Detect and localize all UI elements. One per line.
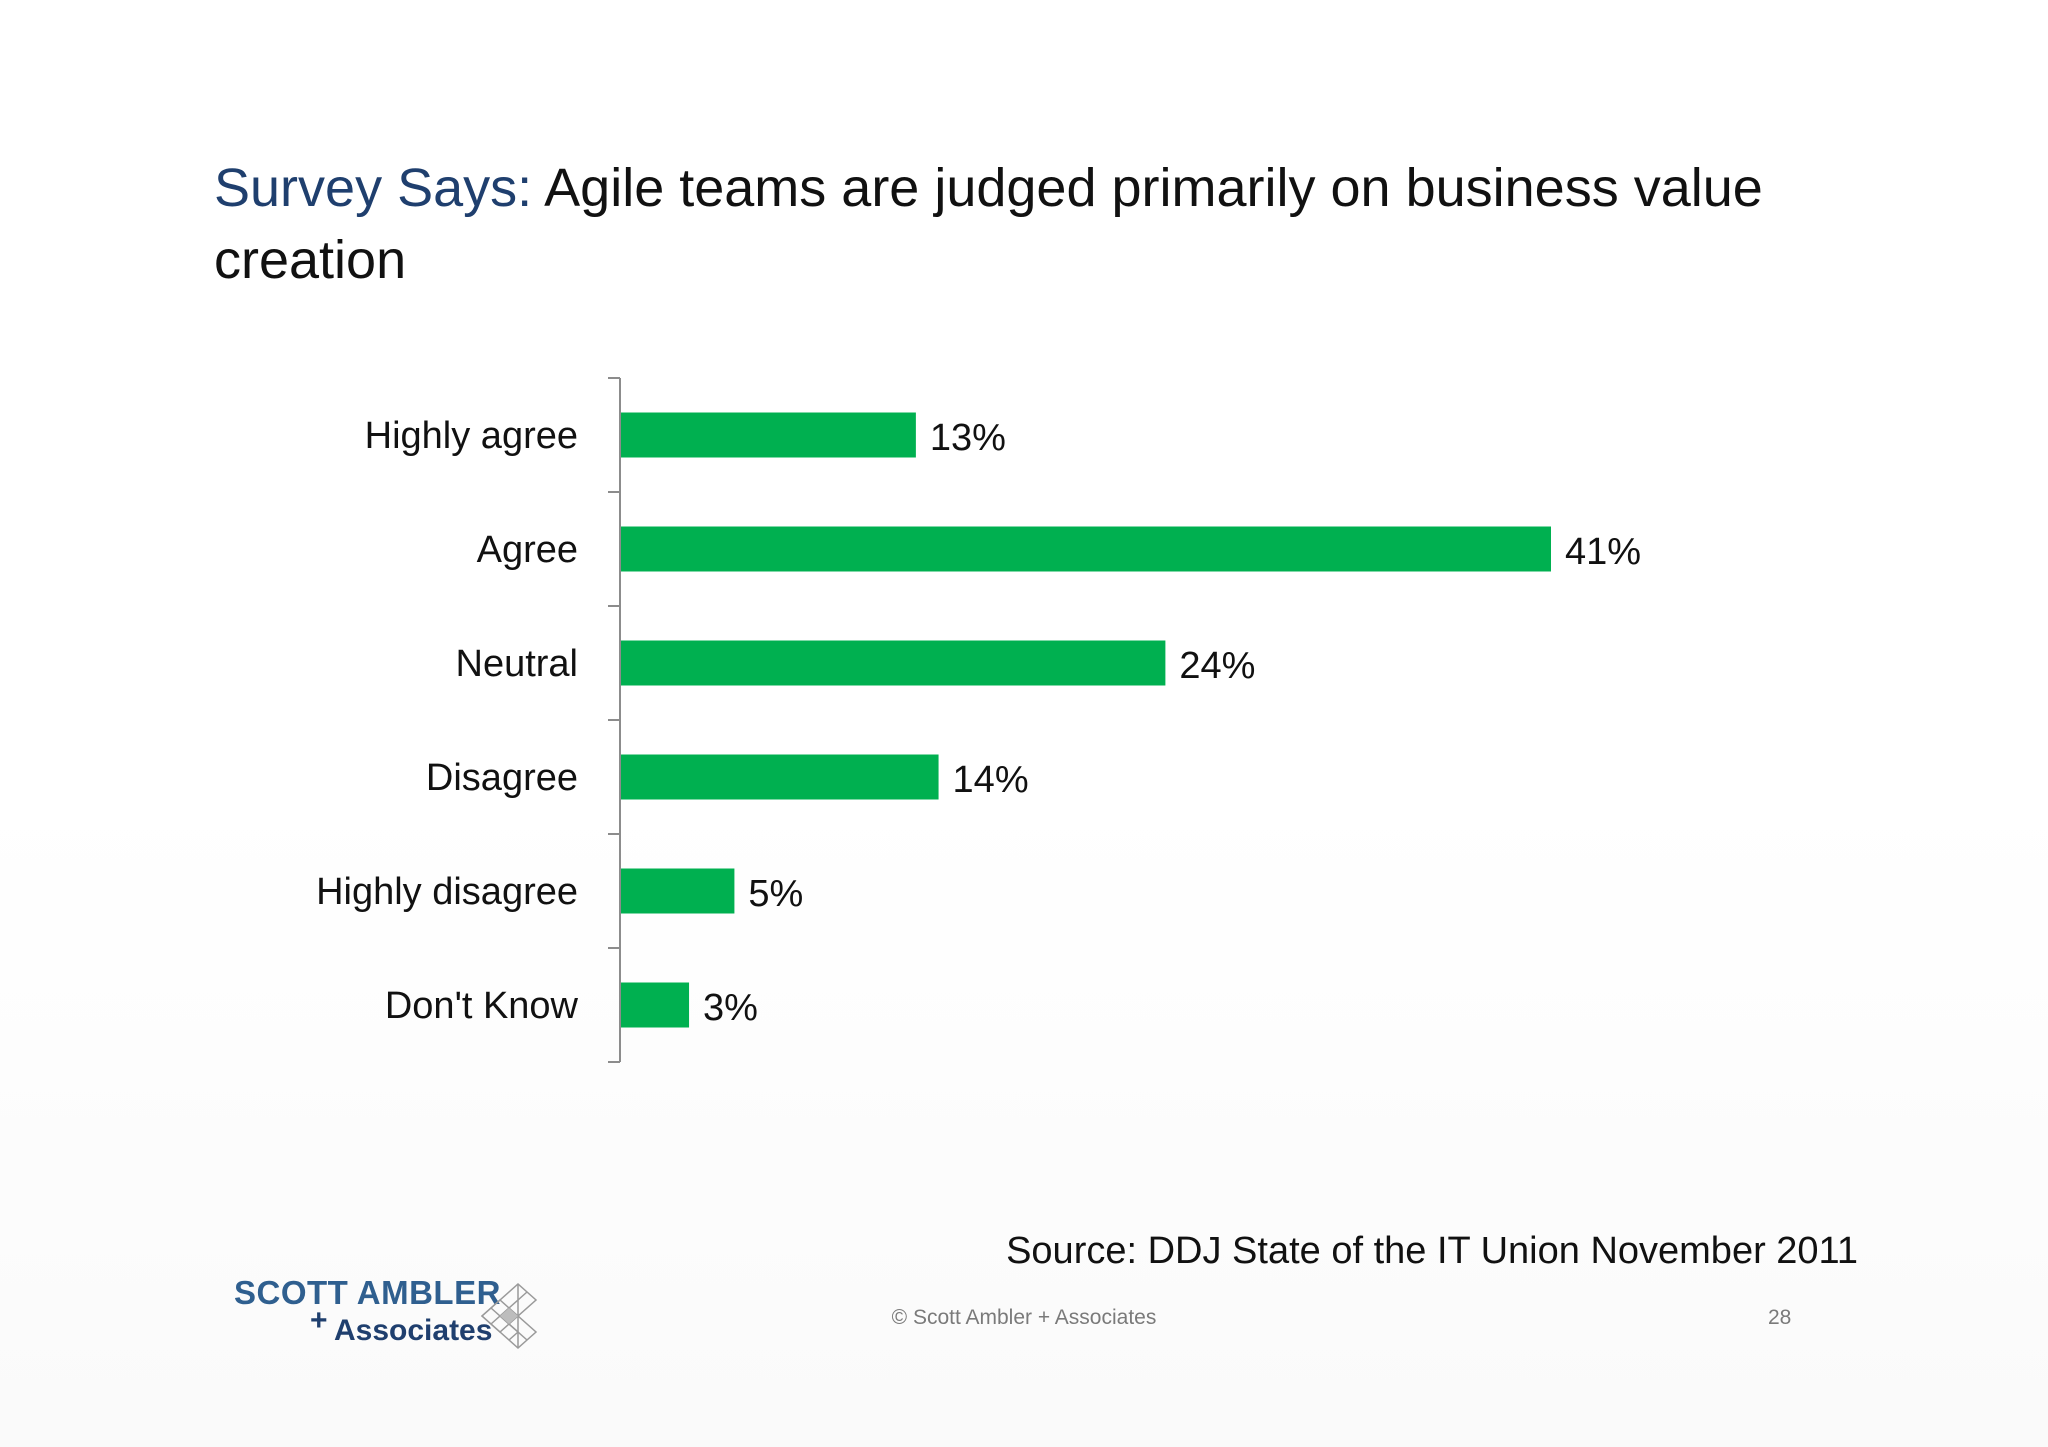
- company-logo: SCOTT AMBLER + Associates: [234, 1274, 544, 1354]
- category-label: Neutral: [456, 643, 579, 685]
- category-label: Highly disagree: [316, 871, 578, 913]
- data-label: 24%: [1179, 645, 1255, 687]
- category-label: Highly agree: [365, 415, 578, 457]
- page-number: 28: [1768, 1306, 1792, 1329]
- bar: [621, 640, 1166, 686]
- title-text: Agile teams are judged primarily on busi…: [214, 158, 1763, 290]
- bar: [621, 868, 735, 914]
- data-label: 3%: [703, 987, 758, 1029]
- data-label: 13%: [930, 417, 1006, 459]
- logo-diamond-icon: [480, 1282, 538, 1350]
- logo-line2: Associates: [334, 1314, 493, 1347]
- category-label: Don't Know: [385, 985, 579, 1027]
- logo-plus: +: [310, 1304, 328, 1337]
- title-accent: Survey Says:: [214, 158, 533, 218]
- slide-title: Survey Says: Agile teams are judged prim…: [214, 152, 1854, 296]
- bar: [621, 982, 690, 1028]
- copyright-footer: © Scott Ambler + Associates: [891, 1306, 1157, 1329]
- data-label: 14%: [953, 759, 1029, 801]
- category-label: Disagree: [426, 757, 578, 799]
- data-label: 41%: [1565, 531, 1641, 573]
- source-note: Source: DDJ State of the IT Union Novemb…: [1006, 1230, 1858, 1272]
- bar: [621, 754, 939, 800]
- data-label: 5%: [748, 873, 803, 915]
- bar: [621, 412, 916, 458]
- category-label: Agree: [477, 529, 578, 571]
- logo-line1: SCOTT AMBLER: [234, 1274, 501, 1311]
- bar: [621, 526, 1551, 572]
